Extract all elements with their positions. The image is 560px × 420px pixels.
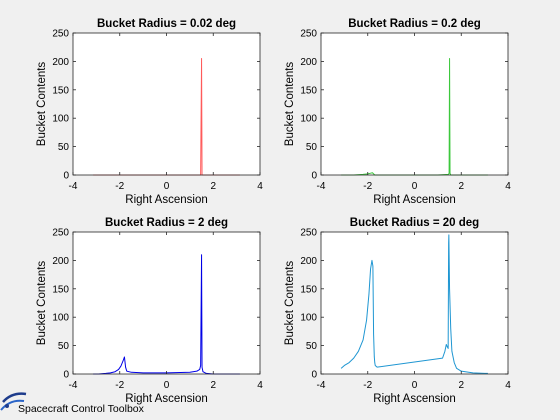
y-tick-label: 150: [52, 284, 69, 295]
plot-area: [321, 232, 508, 374]
y-tick-label: 100: [52, 114, 69, 125]
y-tick-label: 200: [52, 256, 69, 267]
chart-title: Bucket Radius = 0.2 deg: [348, 18, 481, 30]
watermark-text: Spacecraft Control Toolbox: [18, 403, 145, 415]
x-axis-label: Right Ascension: [373, 194, 455, 206]
x-tick-label: 2: [458, 380, 464, 391]
y-tick-label: 100: [52, 313, 69, 324]
x-tick-label: -2: [363, 181, 372, 192]
y-tick-label: 50: [306, 341, 318, 352]
y-tick-label: 100: [300, 114, 317, 125]
chart-title: Bucket Radius = 2 deg: [105, 217, 228, 229]
toolbox-logo-icon: [0, 392, 27, 411]
y-axis-label: Bucket Contents: [36, 62, 48, 147]
series-line-1: [93, 254, 240, 375]
x-tick-label: 0: [412, 181, 418, 192]
plot-area: [73, 33, 260, 175]
chart-title: Bucket Radius = 20 deg: [350, 217, 479, 229]
y-tick-label: 250: [300, 29, 317, 40]
x-tick-label: -2: [115, 181, 124, 192]
x-tick-label: 4: [257, 181, 263, 192]
plot-area: [321, 33, 508, 175]
chart-title: Bucket Radius = 0.02 deg: [97, 18, 236, 30]
x-tick-label: -4: [317, 380, 326, 391]
x-tick-label: 4: [505, 380, 511, 391]
y-tick-label: 200: [300, 57, 317, 68]
subplot-1: -4 -2 0 2 4 0 50 100 150 200 250 Bucket Radius = 0.…: [36, 18, 263, 206]
y-tick-label: 0: [63, 370, 69, 381]
y-tick-label: 0: [311, 171, 317, 182]
subplot-3: -4 -2 0 2 4 0 50 100 150 200 250 Bucket Radius = 2 …: [36, 217, 263, 405]
x-tick-label: 0: [164, 181, 170, 192]
y-axis-label: Bucket Contents: [284, 261, 296, 346]
y-tick-label: 150: [300, 284, 317, 295]
x-tick-label: 0: [412, 380, 418, 391]
y-tick-label: 0: [311, 370, 317, 381]
y-tick-label: 150: [52, 85, 69, 96]
x-tick-label: -4: [69, 181, 78, 192]
y-tick-label: 200: [52, 57, 69, 68]
x-tick-label: 4: [257, 380, 263, 391]
plot-area: [73, 232, 260, 374]
toolbox-watermark: Spacecraft Control Toolbox: [0, 392, 145, 415]
subplot-2: -4 -2 0 2 4 0 50 100 150 200 250 Bucket Radius = 0.…: [284, 18, 511, 206]
x-tick-label: 2: [458, 181, 464, 192]
x-tick-label: -2: [115, 380, 124, 391]
y-axis-label: Bucket Contents: [36, 261, 48, 346]
subplot-4: -4 -2 0 2 4 0 50 100 150 200 250 Bucket Radius = 20…: [284, 217, 511, 405]
x-tick-label: -2: [363, 380, 372, 391]
x-axis-label: Right Ascension: [373, 393, 455, 405]
x-tick-label: 0: [164, 380, 170, 391]
y-axis-label: Bucket Contents: [284, 62, 296, 147]
y-tick-label: 200: [300, 256, 317, 267]
y-tick-label: 250: [52, 29, 69, 40]
x-tick-label: -4: [69, 380, 78, 391]
x-tick-label: 2: [210, 380, 216, 391]
y-tick-label: 150: [300, 85, 317, 96]
y-tick-label: 0: [63, 171, 69, 182]
x-axis-label: Right Ascension: [125, 194, 207, 206]
y-tick-label: 50: [58, 341, 70, 352]
x-tick-label: 4: [505, 181, 511, 192]
y-tick-label: 50: [306, 142, 318, 153]
y-tick-label: 50: [58, 142, 70, 153]
y-tick-label: 100: [300, 313, 317, 324]
x-axis-label: Right Ascension: [125, 393, 207, 405]
x-tick-label: -4: [317, 181, 326, 192]
x-tick-label: 2: [210, 181, 216, 192]
series-line-1: [340, 234, 488, 374]
y-tick-label: 250: [52, 228, 69, 239]
y-tick-label: 250: [300, 228, 317, 239]
